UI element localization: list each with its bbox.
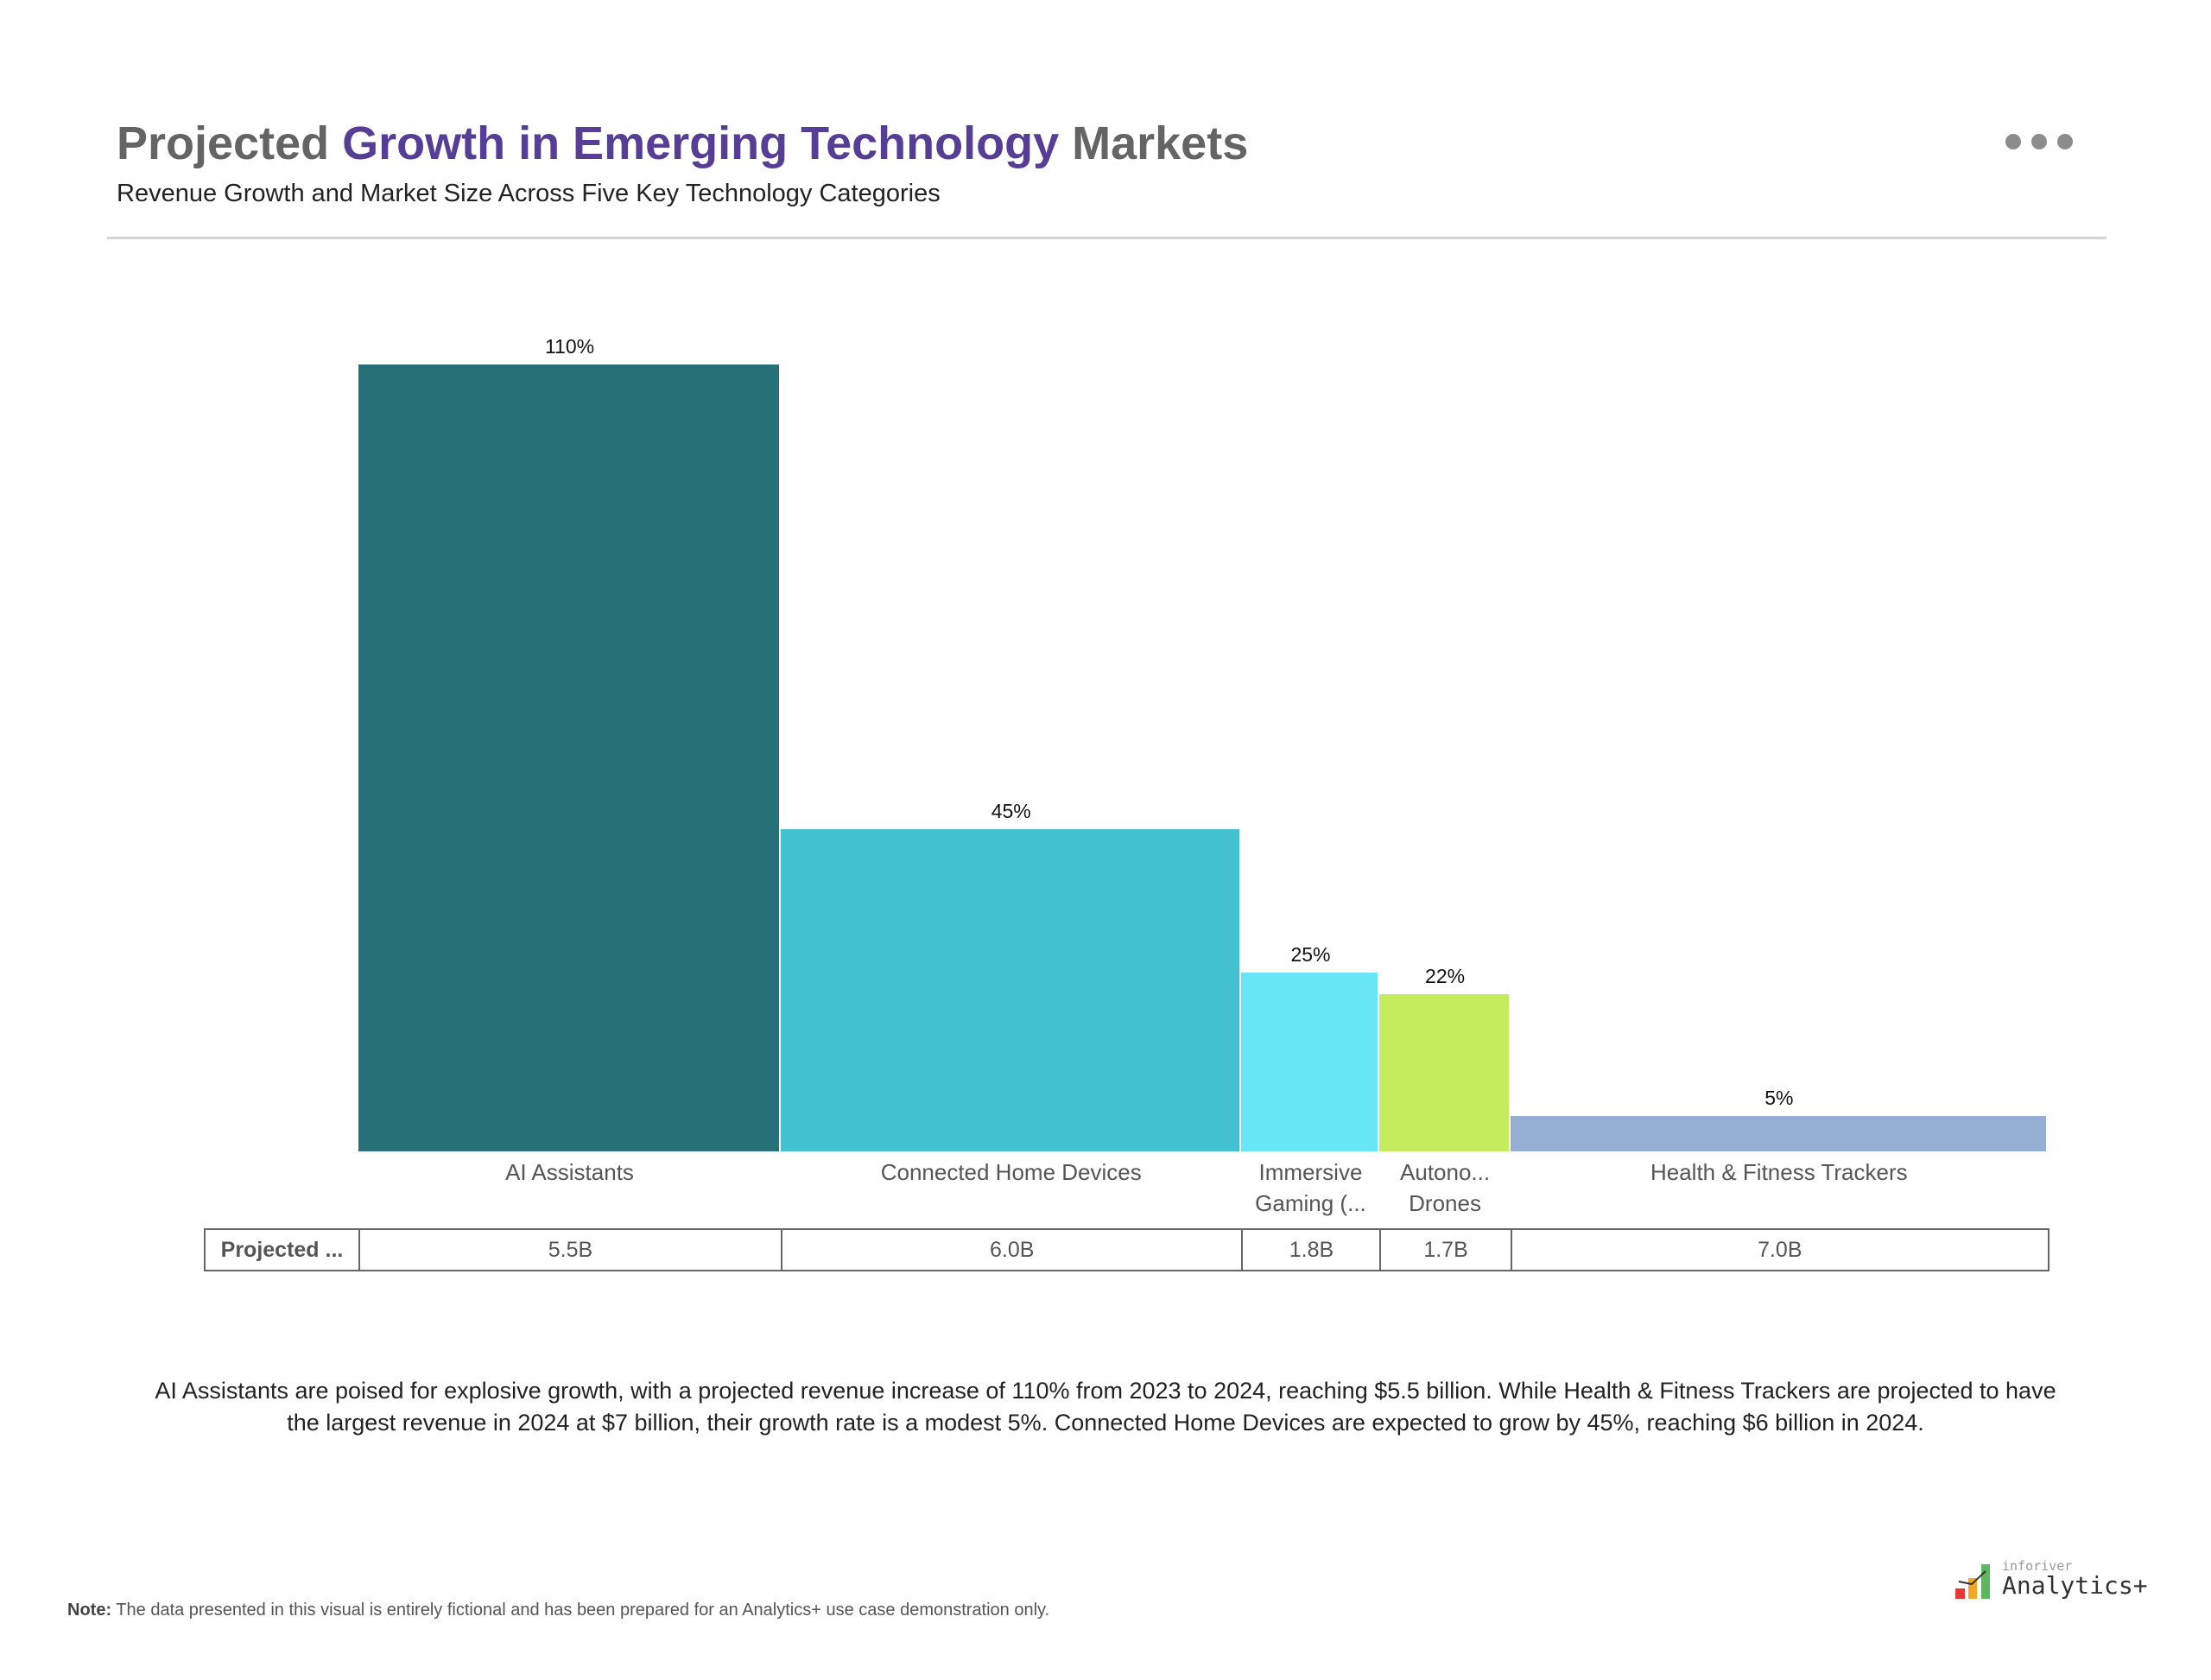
data-label: 22%	[1425, 964, 1466, 987]
data-label: 45%	[991, 800, 1031, 823]
logo-chart-icon	[1955, 1564, 1990, 1599]
category-label: Connected Home Devices	[781, 1157, 1241, 1188]
title-pre: Projected	[117, 117, 343, 169]
bar-1[interactable]	[781, 829, 1242, 1151]
ellipsis-icon[interactable]	[2005, 134, 2073, 149]
table-cell: 5.5B	[358, 1230, 781, 1270]
page-subtitle: Revenue Growth and Market Size Across Fi…	[117, 180, 941, 207]
category-label-line: Health & Fitness Trackers	[1650, 1159, 1908, 1185]
category-label: Health & Fitness Trackers	[1511, 1157, 2048, 1188]
category-label-line: Immersive	[1258, 1159, 1363, 1185]
data-label: 110%	[544, 335, 595, 358]
marimekko-chart: 110% AI Assistants 45% Connected Home Devic…	[204, 335, 2049, 1271]
header-divider	[107, 237, 2106, 239]
page-title: Projected Growth in Emerging Technology …	[117, 117, 1248, 170]
category-label-line: Gaming (...	[1255, 1190, 1366, 1216]
revenue-table-row: Projected ... 5.5B 6.0B 1.8B 1.7B 7.0B	[204, 1228, 2049, 1271]
table-cell: 6.0B	[781, 1230, 1241, 1270]
title-post: Markets	[1059, 117, 1249, 169]
data-label: 5%	[1764, 1086, 1794, 1109]
logo-line1: inforiver	[2002, 1558, 2073, 1574]
bar-3[interactable]	[1379, 993, 1511, 1151]
note-label: Note:	[67, 1601, 112, 1620]
title-highlight: Growth in Emerging Technology	[342, 117, 1060, 169]
note-text: The data presented in this visual is ent…	[111, 1601, 1050, 1620]
bar-2[interactable]	[1241, 972, 1380, 1151]
category-label-line: Connected Home Devices	[880, 1159, 1142, 1185]
category-label-line: Drones	[1409, 1190, 1481, 1216]
category-label: Autono... Drones	[1379, 1157, 1510, 1219]
table-cell: 1.7B	[1379, 1230, 1510, 1270]
bar-0[interactable]	[358, 365, 781, 1151]
data-label: 25%	[1290, 942, 1331, 966]
table-row-header: Projected ...	[220, 1238, 344, 1262]
analytics-plus-logo: inforiver Analytics+	[1954, 1559, 2148, 1599]
table-cell: 7.0B	[1510, 1230, 2048, 1270]
logo-line2: Analytics+	[2002, 1571, 2148, 1600]
summary-text: AI Assistants are poised for explosive g…	[155, 1378, 2056, 1436]
footnote: Note: The data presented in this visual …	[67, 1601, 1049, 1620]
category-label-line: AI Assistants	[505, 1159, 634, 1185]
category-label: AI Assistants	[358, 1157, 781, 1188]
category-label-line: Autono...	[1400, 1159, 1491, 1185]
table-cell: 1.8B	[1241, 1230, 1379, 1270]
bar-4[interactable]	[1510, 1115, 2048, 1151]
category-label: Immersive Gaming (...	[1241, 1157, 1379, 1219]
